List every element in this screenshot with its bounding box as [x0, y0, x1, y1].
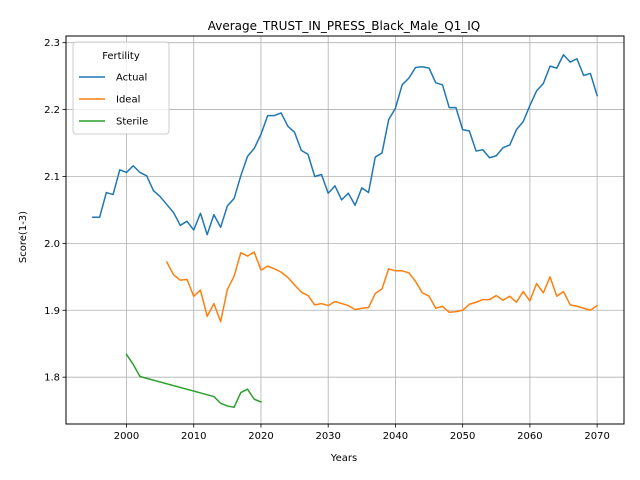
- x-tick-label: 2000: [114, 431, 139, 442]
- legend-box: [72, 41, 170, 135]
- series-line-actual: [92, 53, 599, 236]
- x-tick-label: 2060: [517, 431, 542, 442]
- legend-label-actual: Actual: [116, 73, 147, 84]
- x-tick-label: 2030: [315, 431, 340, 442]
- legend: Fertility Actual Ideal Sterile: [72, 41, 170, 135]
- x-axis-label: Years: [330, 453, 357, 464]
- y-axis-label: Score(1-3): [18, 211, 29, 263]
- chart-title: Average_TRUST_IN_PRESS_Black_Male_Q1_IQ: [208, 19, 481, 33]
- series-line-ideal: [165, 251, 599, 323]
- legend-label-ideal: Ideal: [116, 95, 140, 106]
- x-axis: 2000 2010 2020 2030 2040 2050 2060 2070: [114, 424, 610, 442]
- series-lines: [92, 53, 599, 409]
- x-tick-label: 2020: [248, 431, 273, 442]
- plot-area-frame: [65, 35, 625, 425]
- x-tick-label: 2050: [450, 431, 475, 442]
- x-tick-label: 2070: [584, 431, 609, 442]
- y-tick-label: 1.9: [44, 306, 60, 317]
- grid-lines: [66, 36, 624, 424]
- y-tick-label: 2.0: [44, 239, 60, 250]
- y-tick-label: 1.8: [44, 373, 60, 384]
- y-tick-label: 2.2: [44, 105, 60, 116]
- y-tick-label: 2.1: [44, 172, 60, 183]
- legend-title: Fertility: [102, 51, 140, 62]
- x-tick-label: 2040: [383, 431, 408, 442]
- x-tick-label: 2010: [181, 431, 206, 442]
- y-tick-label: 2.3: [44, 38, 60, 49]
- series-line-sterile: [125, 353, 262, 409]
- legend-label-sterile: Sterile: [116, 117, 148, 128]
- y-axis: 1.8 1.9 2.0 2.1 2.2 2.3: [44, 38, 66, 384]
